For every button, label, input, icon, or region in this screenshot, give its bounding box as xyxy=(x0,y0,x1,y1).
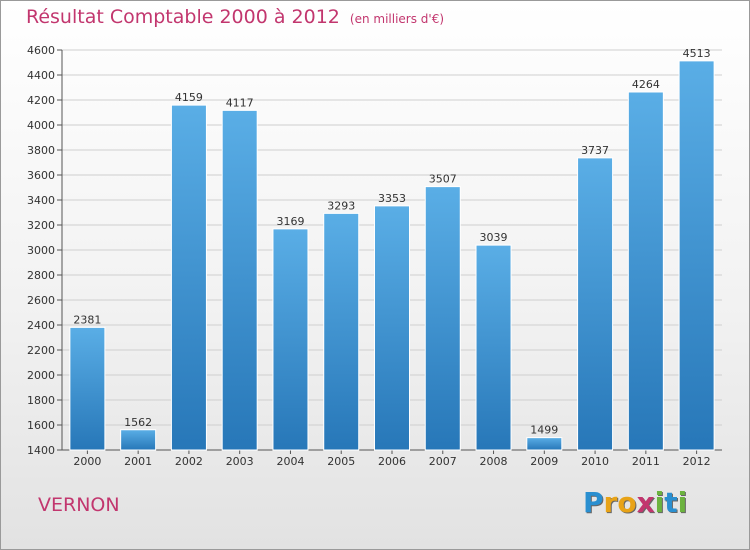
y-tick-label: 1400 xyxy=(27,444,55,457)
y-tick-label: 4200 xyxy=(27,94,55,107)
y-tick-label: 2400 xyxy=(27,319,55,332)
y-tick-label: 3200 xyxy=(27,219,55,232)
logo-letter: o xyxy=(617,486,637,519)
y-tick-label: 4600 xyxy=(27,44,55,57)
y-tick-label: 2000 xyxy=(27,369,55,382)
y-tick-label: 2200 xyxy=(27,344,55,357)
x-tick-label: 2006 xyxy=(378,455,406,468)
bar xyxy=(221,109,258,451)
y-tick-label: 3600 xyxy=(27,169,55,182)
bar xyxy=(475,244,512,451)
y-tick-label: 1800 xyxy=(27,394,55,407)
title-main: Résultat Comptable 2000 à 2012 xyxy=(26,6,340,28)
logo-letter: x xyxy=(636,486,655,519)
y-tick-label: 2600 xyxy=(27,294,55,307)
bar-value-label: 4513 xyxy=(683,47,711,60)
y-tick-label: 1600 xyxy=(27,419,55,432)
y-tick-label: 4400 xyxy=(27,69,55,82)
x-tick-label: 2007 xyxy=(429,455,457,468)
logo-letter: i xyxy=(677,486,688,519)
x-tick-label: 2008 xyxy=(480,455,508,468)
y-tick-label: 2800 xyxy=(27,269,55,282)
bar-value-label: 3039 xyxy=(480,231,508,244)
bars xyxy=(69,60,715,451)
title-unit: (en milliers d'€) xyxy=(349,12,445,26)
y-tick-label: 3000 xyxy=(27,244,55,257)
city-name: VERNON xyxy=(38,494,120,516)
bar xyxy=(120,429,157,451)
x-tick-label: 2005 xyxy=(327,455,355,468)
bar-value-label: 3507 xyxy=(429,173,457,186)
bar xyxy=(424,186,461,451)
x-tick-label: 2002 xyxy=(175,455,203,468)
logo-letter: i xyxy=(654,486,665,519)
bar-value-label: 1562 xyxy=(124,416,152,429)
x-tick-label: 2003 xyxy=(226,455,254,468)
x-tick-label: 2012 xyxy=(683,455,711,468)
x-tick-label: 2011 xyxy=(632,455,660,468)
bar xyxy=(577,157,614,451)
y-tick-label: 4000 xyxy=(27,119,55,132)
bar-value-label: 3737 xyxy=(581,144,609,157)
bar-value-label: 3293 xyxy=(327,199,355,212)
bar-value-label: 1499 xyxy=(530,424,558,437)
x-tick-label: 2010 xyxy=(581,455,609,468)
x-tick-label: 2001 xyxy=(124,455,152,468)
bar xyxy=(678,60,715,451)
bar-value-label: 4117 xyxy=(226,96,254,109)
x-tick-label: 2004 xyxy=(276,455,304,468)
y-tick-label: 3400 xyxy=(27,194,55,207)
bar xyxy=(627,91,664,451)
bar xyxy=(69,326,106,451)
bar xyxy=(526,437,563,451)
bar xyxy=(323,212,360,451)
chart-title: Résultat Comptable 2000 à 2012 (en millie… xyxy=(26,6,444,28)
bar-value-label: 2381 xyxy=(73,313,101,326)
proxiti-logo[interactable]: Proxiti xyxy=(583,486,687,519)
y-tick-label: 3800 xyxy=(27,144,55,157)
x-tick-label: 2009 xyxy=(530,455,558,468)
logo-letter: t xyxy=(664,486,678,519)
logo-letter: r xyxy=(603,486,618,519)
bar-value-label: 3169 xyxy=(276,215,304,228)
bar-value-label: 4159 xyxy=(175,91,203,104)
logo-letter: P xyxy=(583,486,604,519)
bar xyxy=(374,205,410,451)
bar xyxy=(170,104,207,451)
bar-value-label: 3353 xyxy=(378,192,406,205)
x-tick-label: 2000 xyxy=(73,455,101,468)
labels: 1400 1600 1800 2000 2200 2400 2600 2800 3000 3200… xyxy=(27,44,711,468)
bar-value-label: 4264 xyxy=(632,78,660,91)
bar xyxy=(272,228,309,451)
